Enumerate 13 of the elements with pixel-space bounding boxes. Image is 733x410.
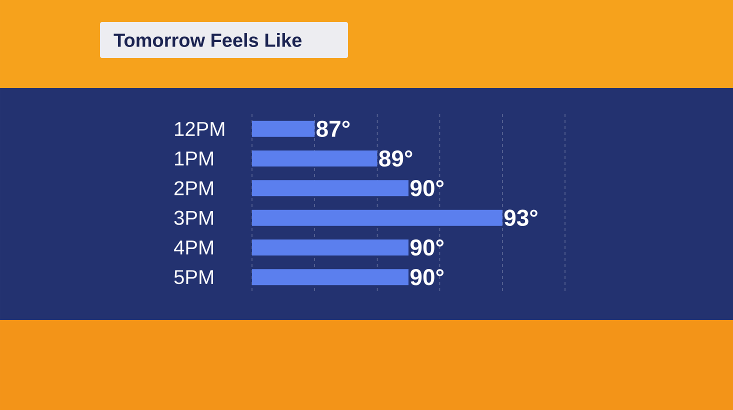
data-label: 90°	[410, 180, 444, 196]
y-tick-label: 4PM	[174, 240, 214, 254]
data-label: 93°	[504, 210, 538, 226]
chart-title: Tomorrow Feels Like	[114, 33, 302, 47]
data-label: 87°	[316, 120, 350, 137]
y-tick-label: 5PM	[174, 270, 214, 284]
data-label: 89°	[379, 150, 412, 167]
data-label: 90°	[410, 269, 444, 286]
y-tick-label: 2PM	[174, 181, 214, 196]
y-tick-label: 1PM	[175, 152, 214, 166]
y-tick-label: 12PM	[175, 122, 224, 136]
data-label: 90°	[410, 239, 444, 256]
y-tick-label: 3PM	[174, 210, 214, 225]
